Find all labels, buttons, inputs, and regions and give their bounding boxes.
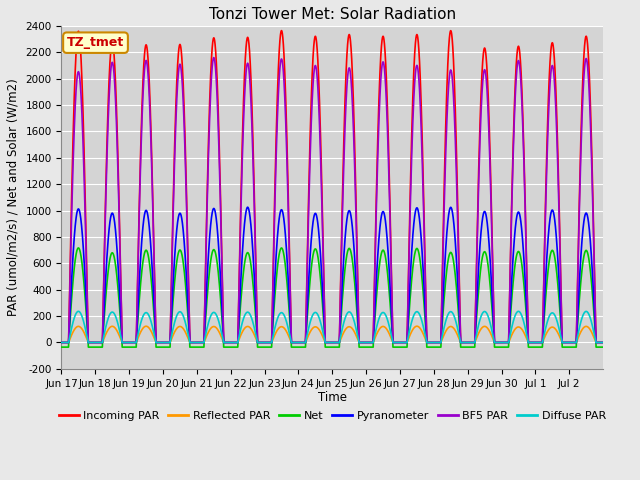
Incoming PAR [77,45,84,51]
Net [198,344,205,350]
Title: Tonzi Tower Met: Solar Radiation: Tonzi Tower Met: Solar Radiation [209,7,456,22]
BF5 PAR [224,340,232,346]
Net [599,344,607,350]
Line: Pyranometer: Pyranometer [61,207,603,343]
Diffuse PAR [224,340,232,346]
Reflected PAR [599,340,607,346]
Net [224,344,232,350]
BF5 PAR [301,340,308,346]
Net [465,344,472,350]
BF5 PAR [599,340,607,346]
Reflected PAR [413,324,420,329]
BF5 PAR [58,340,65,346]
BF5 PAR [198,340,205,346]
Reflected PAR [198,340,205,346]
X-axis label: Time: Time [318,391,347,404]
Diffuse PAR [515,309,522,314]
Pyranometer [58,340,65,346]
Incoming PAR [198,340,205,346]
Incoming PAR [530,340,538,346]
Line: Diffuse PAR: Diffuse PAR [61,312,603,343]
Incoming PAR [465,340,472,346]
Diffuse PAR [530,340,538,346]
Pyranometer [244,204,252,210]
BF5 PAR [77,83,84,89]
BF5 PAR [210,55,218,60]
Text: TZ_tmet: TZ_tmet [67,36,124,49]
Net [74,245,82,251]
BF5 PAR [530,340,538,346]
Net [77,251,84,256]
Pyranometer [301,340,308,346]
BF5 PAR [465,340,472,346]
Incoming PAR [58,340,65,346]
Pyranometer [198,340,205,346]
Line: Net: Net [61,248,603,347]
Reflected PAR [224,340,232,346]
Diffuse PAR [77,310,84,316]
Incoming PAR [599,340,607,346]
Net [301,344,308,350]
Reflected PAR [58,340,65,346]
Line: Reflected PAR: Reflected PAR [61,326,603,343]
Incoming PAR [278,28,285,34]
Pyranometer [530,340,538,346]
Line: BF5 PAR: BF5 PAR [61,58,603,343]
Pyranometer [599,340,607,346]
Diffuse PAR [198,340,205,346]
Diffuse PAR [599,340,607,346]
Y-axis label: PAR (umol/m2/s) / Net and Solar (W/m2): PAR (umol/m2/s) / Net and Solar (W/m2) [7,79,20,316]
Diffuse PAR [301,340,308,346]
Net [58,344,65,350]
Reflected PAR [530,340,538,346]
Pyranometer [465,340,472,346]
Net [530,344,538,350]
Diffuse PAR [58,340,65,346]
Pyranometer [77,213,84,219]
Pyranometer [224,340,232,346]
Incoming PAR [301,340,308,346]
Line: Incoming PAR: Incoming PAR [61,31,603,343]
Reflected PAR [77,324,84,330]
Incoming PAR [224,340,232,346]
Legend: Incoming PAR, Reflected PAR, Net, Pyranometer, BF5 PAR, Diffuse PAR: Incoming PAR, Reflected PAR, Net, Pyrano… [54,406,611,425]
Reflected PAR [301,340,308,346]
Reflected PAR [465,340,472,346]
Diffuse PAR [465,340,472,346]
